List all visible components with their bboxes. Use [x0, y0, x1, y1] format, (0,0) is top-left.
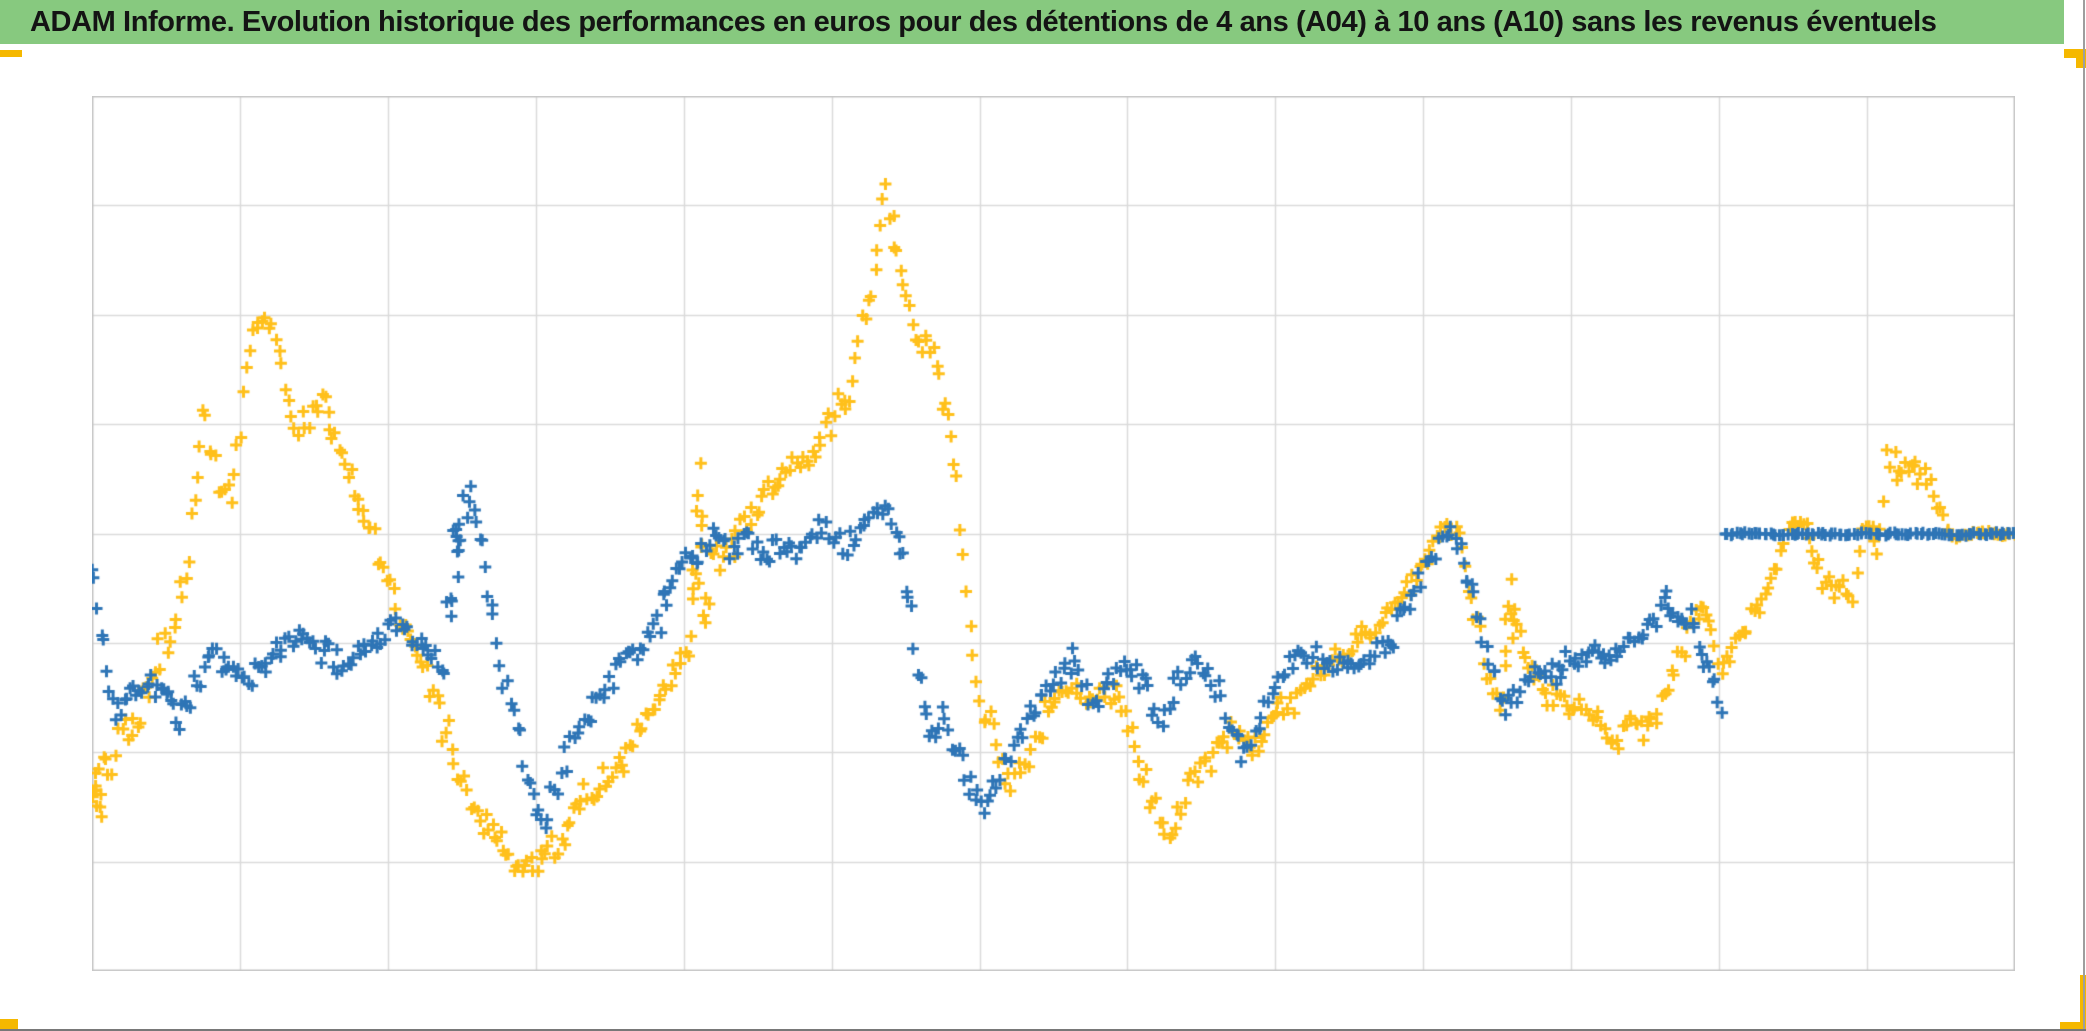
window-edge-bottom	[0, 1029, 2086, 1031]
corner-mark-top-right-stub	[2076, 49, 2086, 68]
chart-title: ADAM Informe. Evolution historique des p…	[30, 5, 1937, 38]
corner-mark-top-right	[2064, 49, 2086, 58]
scatter-chart-canvas	[92, 96, 2015, 971]
window-edge-right	[2083, 0, 2085, 1031]
corner-mark-bottom-right	[2060, 1022, 2086, 1031]
corner-mark-bottom-left	[0, 1019, 18, 1029]
corner-mark-top-left	[0, 50, 22, 57]
chart-title-bar: ADAM Informe. Evolution historique des p…	[0, 0, 2064, 44]
